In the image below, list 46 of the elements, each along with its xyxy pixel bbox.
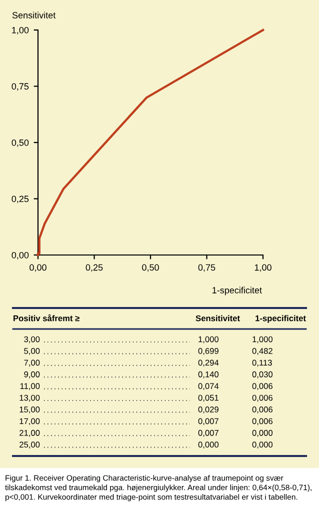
text: 15,00: [20, 406, 40, 414]
text: 7,00: [24, 360, 40, 367]
text: 0,029: [198, 406, 218, 414]
y-tick-label: 0,75: [12, 83, 29, 91]
text: 9,00: [24, 371, 40, 378]
text: 0,030: [252, 371, 273, 378]
text: 0,051: [198, 394, 218, 402]
y-tick-label: 0,25: [12, 196, 29, 204]
text: 5,00: [24, 348, 40, 355]
x-axis-title: 1-specificitet: [212, 286, 262, 296]
x-tick-label: 0,75: [198, 264, 216, 272]
text: 0,006: [252, 418, 272, 426]
y-tick-label: 1,00: [12, 26, 29, 34]
line-series: [36, 28, 264, 256]
x-tick-label: 1,00: [254, 264, 272, 272]
y-tick-label: 0,50: [12, 139, 29, 147]
text: 13,00: [20, 394, 40, 402]
x-tick-label: 0,00: [30, 264, 46, 272]
x-tick-label: 0,25: [86, 264, 103, 272]
text: 25,00: [20, 442, 40, 449]
text: 1-specificitet: [256, 315, 306, 323]
y-tick-label: 0,00: [12, 252, 29, 260]
text: 0,007: [198, 418, 218, 426]
text: Sensitivitet: [196, 315, 240, 322]
text: 0,006: [252, 383, 272, 390]
text: 0,294: [198, 360, 219, 367]
x-tick-label: 0,50: [142, 264, 159, 272]
text: 0,000: [198, 442, 219, 449]
text: 0,000: [252, 442, 273, 449]
text: 3,00: [24, 336, 40, 344]
text: 1,000: [198, 336, 219, 344]
text: 0,113: [252, 360, 272, 367]
text: 1,000: [252, 336, 273, 344]
text: 0,006: [252, 394, 272, 402]
text: 0,140: [198, 371, 219, 378]
y-axis-title: Sensitivitet: [12, 12, 56, 18]
text: 0,074: [198, 383, 219, 390]
text: 11,00: [20, 383, 40, 390]
text: 0,007: [198, 430, 218, 437]
text: 0,699: [198, 348, 218, 355]
text: 0,482: [252, 348, 272, 355]
text: Positiv såfremt ≥: [14, 314, 80, 322]
text: 0,000: [252, 430, 273, 437]
text: 0,006: [252, 406, 272, 414]
text: 21,00: [20, 430, 40, 437]
text: 17,00: [20, 418, 40, 426]
